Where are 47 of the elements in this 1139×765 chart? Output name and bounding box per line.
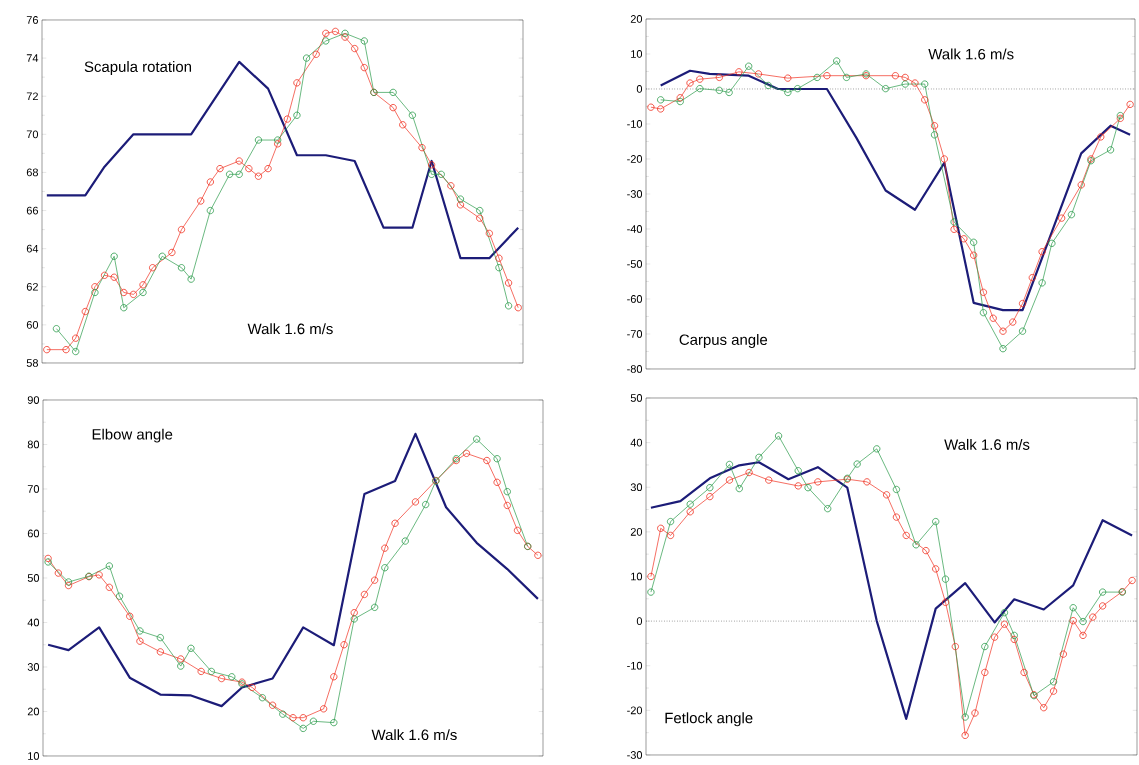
y-tick-label: 50: [27, 574, 40, 582]
y-tick-label: 10: [28, 752, 40, 760]
y-tick-label: -40: [627, 225, 643, 233]
y-tick-label: 20: [630, 15, 643, 23]
y-tick-label: 60: [26, 321, 39, 329]
annotation: Walk 1.6 m/s: [944, 438, 1030, 450]
y-tick-label: 64: [26, 244, 39, 253]
y-tick-label: 62: [26, 282, 38, 291]
y-tick-label: -20: [627, 155, 643, 163]
y-tick-label: -60: [627, 295, 643, 303]
y-tick-label: 30: [630, 483, 643, 492]
y-tick-label: 68: [26, 168, 38, 177]
annotation: Walk 1.6 m/s: [371, 729, 457, 741]
y-tick-label: 10: [631, 50, 643, 58]
annotation: Walk 1.6 m/s: [928, 48, 1014, 60]
y-tick-label: 70: [26, 130, 39, 139]
y-tick-label: 80: [27, 440, 40, 449]
y-tick-label: -20: [627, 706, 643, 715]
text: Fetlock angle: [665, 712, 753, 727]
y-tick-label: 20: [27, 707, 40, 716]
text: Scapula rotation: [84, 61, 192, 75]
y-tick-label: 30: [27, 663, 40, 671]
y-tick-label: -10: [627, 661, 643, 670]
y-tick-label: -30: [627, 190, 643, 198]
y-tick-label: -10: [627, 120, 643, 128]
text: Carpus angle: [679, 334, 768, 348]
y-tick-label: 70: [27, 485, 40, 493]
y-tick-label: 0: [636, 617, 643, 625]
y-tick-label: 90: [27, 396, 40, 404]
y-tick-label: 72: [26, 92, 38, 101]
y-tick-label: -50: [627, 260, 643, 268]
y-tick-label: 58: [26, 359, 38, 367]
y-tick-label: -30: [627, 751, 643, 759]
y-tick-label: 40: [27, 618, 40, 627]
y-tick-label: 60: [27, 529, 40, 538]
y-tick-label: 10: [631, 572, 643, 581]
y-tick-label: 76: [26, 16, 38, 24]
y-tick-label: 74: [26, 54, 39, 62]
y-tick-label: -70: [627, 330, 643, 338]
y-tick-label: 50: [630, 394, 643, 402]
annotation: Walk 1.6 m/s: [247, 323, 333, 335]
y-tick-label: 0: [636, 85, 643, 93]
y-tick-label: 20: [630, 527, 643, 536]
y-tick-label: -80: [627, 365, 643, 373]
y-tick-label: 40: [630, 438, 643, 447]
text: Elbow angle: [92, 428, 173, 443]
y-tick-label: 66: [26, 206, 38, 215]
